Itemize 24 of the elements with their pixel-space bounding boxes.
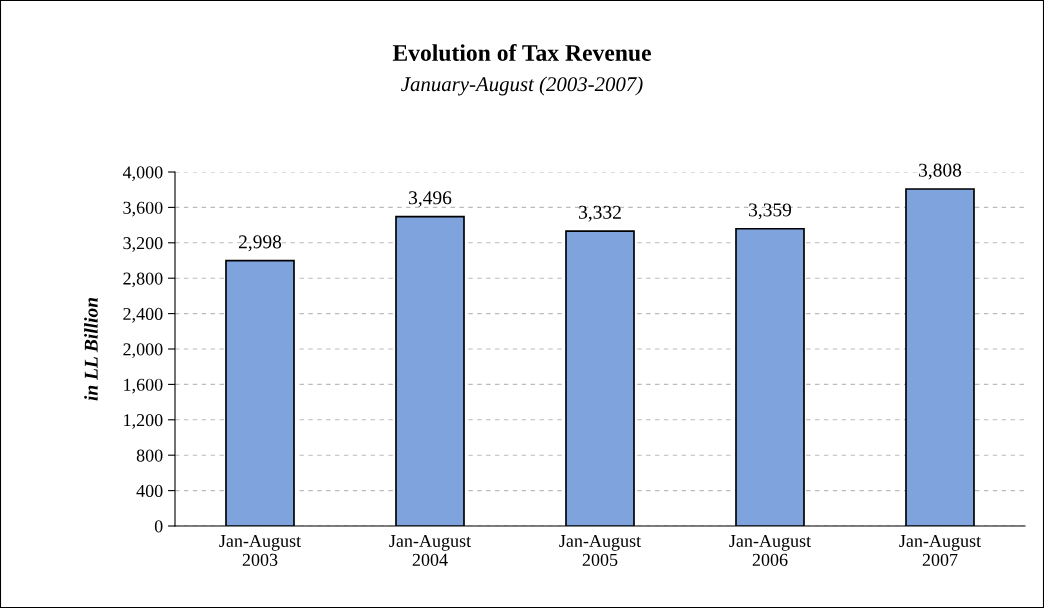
y-tick-label: 3,600 <box>123 201 163 217</box>
y-tick-label: 0 <box>154 520 163 533</box>
y-tick-label: 2,800 <box>123 272 163 288</box>
data-label: 2,998 <box>238 235 282 252</box>
y-tick-label: 2,400 <box>123 307 163 323</box>
y-tick-label: 400 <box>136 484 163 498</box>
data-label: 3,808 <box>919 163 962 180</box>
x-tick-label: Jan-August 2007 <box>899 534 982 566</box>
chart-subtitle: January-August (2003-2007) <box>401 76 643 96</box>
x-tick-label: Jan-August 2006 <box>729 534 812 566</box>
y-tick-label: 800 <box>136 449 163 462</box>
x-tick-label: Jan-August 2003 <box>219 534 302 566</box>
y-axis-title: in LL Billion <box>84 297 98 401</box>
data-label: 3,496 <box>409 191 452 208</box>
data-label: 3,332 <box>579 205 621 222</box>
y-tick-label: 1,600 <box>124 378 163 394</box>
y-tick-label: 2,000 <box>123 343 163 359</box>
y-tick-label: 3,200 <box>123 237 163 252</box>
y-tick-label: 1,200 <box>124 414 163 429</box>
data-label: 3,359 <box>749 203 792 220</box>
x-tick-label: Jan-August 2004 <box>389 534 472 566</box>
chart-title: Evolution of Tax Revenue <box>392 44 651 61</box>
y-tick-label: 4,000 <box>122 166 163 182</box>
x-tick-label: Jan-August 2005 <box>559 534 642 566</box>
